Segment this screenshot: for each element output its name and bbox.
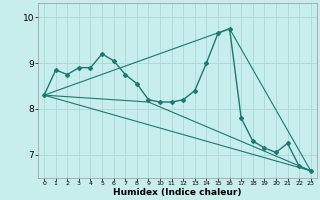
X-axis label: Humidex (Indice chaleur): Humidex (Indice chaleur) [113,188,242,197]
